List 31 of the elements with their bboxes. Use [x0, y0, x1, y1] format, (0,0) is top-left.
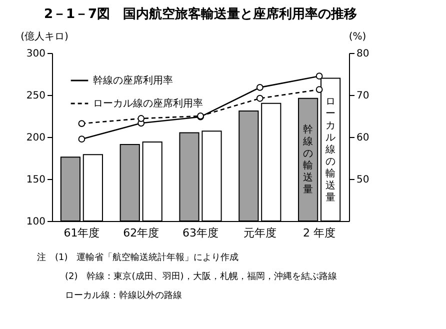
- y2-tick-label: 50: [356, 174, 370, 186]
- text: 注 (1) 運輸省「航空輸送統計年報」により作成: [37, 252, 239, 263]
- text: ローカル線：幹線以外の路線: [65, 290, 182, 301]
- legend-label: ローカル線の座席利用率: [93, 98, 203, 110]
- x-tick-label: 63年度: [182, 226, 218, 240]
- y-axis-title: (億人キロ): [20, 30, 68, 42]
- y-tick-label: 150: [26, 174, 46, 186]
- y2-tick-label: 80: [356, 48, 370, 60]
- y-tick-label: 300: [26, 48, 46, 60]
- y-tick-label: 100: [26, 216, 46, 228]
- point: [316, 86, 323, 93]
- point: [78, 120, 86, 128]
- x-tick-label: 62年度: [123, 226, 160, 240]
- y-tick-label: 200: [26, 132, 46, 144]
- point: [256, 84, 264, 91]
- text: (2) 幹線：東京(成田、羽田)，大阪，札幌，福岡，沖縄を結ぶ路線: [65, 271, 337, 282]
- y2-tick-label: 70: [356, 90, 370, 102]
- x-tick-label: 61年度: [64, 226, 100, 240]
- legend-label: 幹線の座席利用率: [93, 74, 173, 86]
- y2-tick-label: 60: [356, 132, 370, 144]
- y2-axis-title: (%): [348, 32, 366, 42]
- x-tick-label: 2 年度: [303, 226, 336, 240]
- point: [316, 72, 323, 80]
- series-label: 幹線の輸送量: [302, 124, 314, 196]
- chart-title: 2－1－7図 国内航空旅客輸送量と座席利用率の推移: [44, 6, 358, 22]
- point: [138, 115, 145, 122]
- text: ローカル線の輸送量: [326, 96, 336, 204]
- y-tick-label: 250: [26, 90, 46, 102]
- x-tick-label: 元年度: [243, 226, 276, 240]
- point: [78, 136, 86, 143]
- point: [256, 94, 264, 102]
